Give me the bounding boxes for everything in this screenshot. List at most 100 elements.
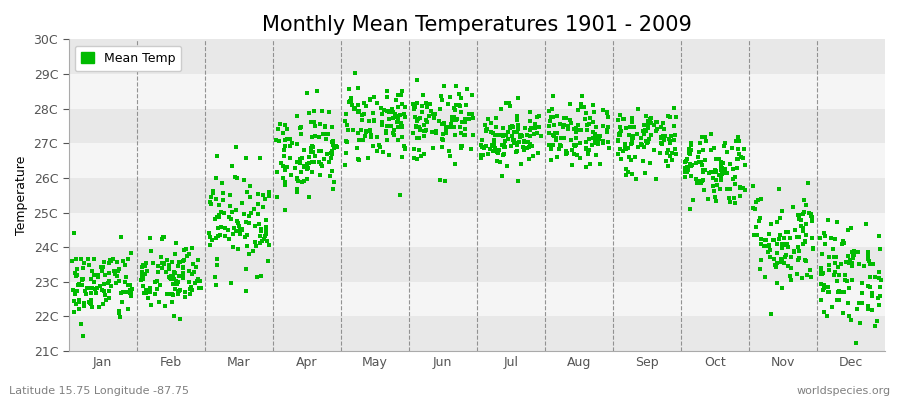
Point bbox=[814, 267, 829, 273]
Point bbox=[248, 239, 263, 245]
Point bbox=[720, 170, 734, 176]
Point bbox=[532, 124, 546, 131]
Point bbox=[276, 146, 291, 153]
Point bbox=[749, 199, 763, 206]
Point bbox=[542, 130, 556, 137]
Point bbox=[599, 127, 614, 133]
Point bbox=[209, 281, 223, 288]
Point bbox=[571, 122, 585, 128]
Point bbox=[355, 117, 369, 123]
Point bbox=[662, 163, 676, 169]
Point bbox=[248, 222, 263, 229]
Point bbox=[775, 241, 789, 248]
Point bbox=[136, 276, 150, 282]
Point bbox=[695, 134, 709, 140]
Point bbox=[229, 228, 243, 234]
Point bbox=[833, 261, 848, 267]
Point bbox=[449, 102, 464, 108]
Point bbox=[678, 164, 692, 171]
Point bbox=[68, 290, 82, 297]
Point bbox=[792, 248, 806, 254]
Point bbox=[68, 273, 83, 280]
Point bbox=[372, 141, 386, 148]
Point bbox=[300, 176, 314, 182]
Point bbox=[206, 189, 220, 196]
Point bbox=[712, 171, 726, 178]
Point bbox=[259, 224, 274, 231]
Point bbox=[442, 148, 456, 154]
Point bbox=[256, 204, 270, 210]
Point bbox=[96, 281, 111, 287]
Point bbox=[640, 140, 654, 146]
Point bbox=[515, 133, 529, 139]
Point bbox=[182, 279, 196, 286]
Point bbox=[595, 138, 609, 144]
Point bbox=[102, 270, 116, 276]
Point bbox=[124, 289, 139, 296]
Point bbox=[579, 146, 593, 153]
Point bbox=[522, 141, 536, 148]
Point bbox=[568, 143, 582, 149]
Point bbox=[143, 302, 157, 308]
Point bbox=[293, 123, 308, 130]
Point bbox=[829, 254, 843, 260]
Point bbox=[508, 129, 523, 135]
Point bbox=[122, 282, 137, 288]
Point bbox=[625, 119, 639, 125]
Point bbox=[394, 88, 409, 95]
Point bbox=[370, 134, 384, 140]
Point bbox=[567, 150, 581, 157]
Point bbox=[836, 289, 850, 295]
Point bbox=[96, 264, 111, 270]
Bar bbox=[68, 74, 885, 109]
Point bbox=[516, 144, 530, 151]
Point bbox=[135, 283, 149, 289]
Point bbox=[316, 131, 330, 137]
Point bbox=[437, 120, 452, 126]
Point bbox=[684, 162, 698, 169]
Point bbox=[484, 120, 499, 126]
Point bbox=[447, 113, 462, 120]
Point bbox=[255, 238, 269, 244]
Point bbox=[176, 264, 190, 270]
Point bbox=[517, 146, 531, 153]
Point bbox=[864, 307, 878, 314]
Point bbox=[443, 153, 457, 159]
Point bbox=[487, 139, 501, 145]
Point bbox=[761, 249, 776, 256]
Point bbox=[352, 157, 366, 163]
Point bbox=[796, 228, 811, 234]
Point bbox=[868, 274, 882, 280]
Point bbox=[818, 232, 832, 239]
Point bbox=[446, 104, 461, 111]
Point bbox=[351, 102, 365, 109]
Point bbox=[772, 186, 787, 192]
Point bbox=[611, 117, 625, 123]
Point bbox=[781, 228, 796, 235]
Point bbox=[412, 135, 427, 141]
Point bbox=[218, 233, 232, 240]
Point bbox=[769, 264, 783, 270]
Point bbox=[873, 246, 887, 252]
Point bbox=[320, 136, 334, 142]
Point bbox=[85, 285, 99, 292]
Point bbox=[692, 159, 706, 165]
Point bbox=[239, 189, 254, 195]
Point bbox=[694, 162, 708, 168]
Point bbox=[746, 205, 760, 211]
Point bbox=[98, 272, 112, 278]
Point bbox=[72, 299, 86, 305]
Point bbox=[685, 162, 699, 168]
Point bbox=[290, 185, 304, 192]
Point bbox=[569, 142, 583, 148]
Point bbox=[783, 235, 797, 242]
Point bbox=[443, 94, 457, 100]
Point bbox=[649, 119, 663, 125]
Point bbox=[290, 159, 304, 165]
Point bbox=[642, 136, 656, 142]
Point bbox=[789, 234, 804, 240]
Point bbox=[846, 254, 860, 261]
Point bbox=[560, 150, 574, 156]
Point bbox=[426, 111, 440, 118]
Point bbox=[678, 168, 692, 175]
